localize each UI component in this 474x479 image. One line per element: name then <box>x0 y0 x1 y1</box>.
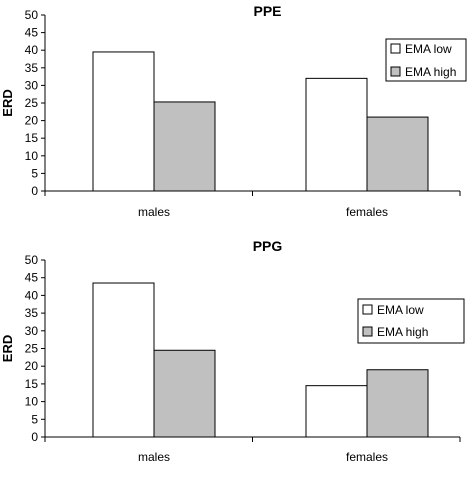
y-tick-label: 5 <box>31 412 38 426</box>
x-category-label: females <box>346 205 388 219</box>
bar-females-ema-high <box>366 116 429 192</box>
bar-females-ema-low <box>305 385 368 438</box>
legend: EMA low EMA high <box>385 38 467 82</box>
x-category-label: males <box>138 205 170 219</box>
bar-males-ema-high <box>153 101 216 192</box>
y-tick-label: 35 <box>25 61 39 75</box>
y-tick-label: 30 <box>25 78 39 92</box>
y-tick-label: 10 <box>25 149 39 163</box>
legend-label: EMA high <box>377 325 428 339</box>
legend-label: EMA low <box>405 42 452 56</box>
y-tick-label: 45 <box>25 271 39 285</box>
legend-swatch <box>362 304 373 315</box>
y-tick-label: 20 <box>25 359 39 373</box>
legend-box <box>357 298 465 344</box>
y-tick-label: 0 <box>31 184 38 198</box>
legend: EMA low EMA high <box>357 298 465 344</box>
y-tick-label: 30 <box>25 324 39 338</box>
chart-title: PPG <box>253 238 283 254</box>
legend-label: EMA high <box>405 65 456 79</box>
chart-panel-ppg: PPG ERD 0 5 10 15 20 25 30 35 40 45 50 males females EM… <box>0 238 465 464</box>
legend-swatch <box>362 326 373 337</box>
bar-females-ema-high <box>366 369 429 438</box>
y-tick-label: 35 <box>25 306 39 320</box>
y-tick-label: 40 <box>25 288 39 302</box>
y-tick-label: 10 <box>25 395 39 409</box>
y-tick-label: 15 <box>25 131 39 145</box>
legend-swatch <box>390 66 401 77</box>
x-category-label: females <box>346 450 388 464</box>
bar-males-ema-high <box>153 349 216 438</box>
y-tick-label: 25 <box>25 96 39 110</box>
bar-females-ema-low <box>305 77 368 192</box>
y-tick-label: 0 <box>31 430 38 444</box>
y-tick-label: 15 <box>25 377 39 391</box>
x-category-label: males <box>138 450 170 464</box>
chart-panel-ppe: PPE ERD 0 5 10 15 20 25 30 35 40 45 50 males females EM… <box>0 3 467 219</box>
legend-label: EMA low <box>377 303 424 317</box>
y-tick-label: 40 <box>25 43 39 57</box>
chart-title: PPE <box>253 3 281 19</box>
y-tick-label: 25 <box>25 342 39 356</box>
y-tick-label: 50 <box>25 8 39 22</box>
legend-swatch <box>390 43 401 54</box>
y-axis-label: ERD <box>0 89 15 116</box>
y-axis-label: ERD <box>0 335 15 362</box>
y-tick-label: 50 <box>25 253 39 267</box>
bar-males-ema-low <box>92 51 155 192</box>
bar-males-ema-low <box>92 282 155 438</box>
y-tick-label: 45 <box>25 26 39 40</box>
y-tick-label: 20 <box>25 114 39 128</box>
y-tick-label: 5 <box>31 166 38 180</box>
